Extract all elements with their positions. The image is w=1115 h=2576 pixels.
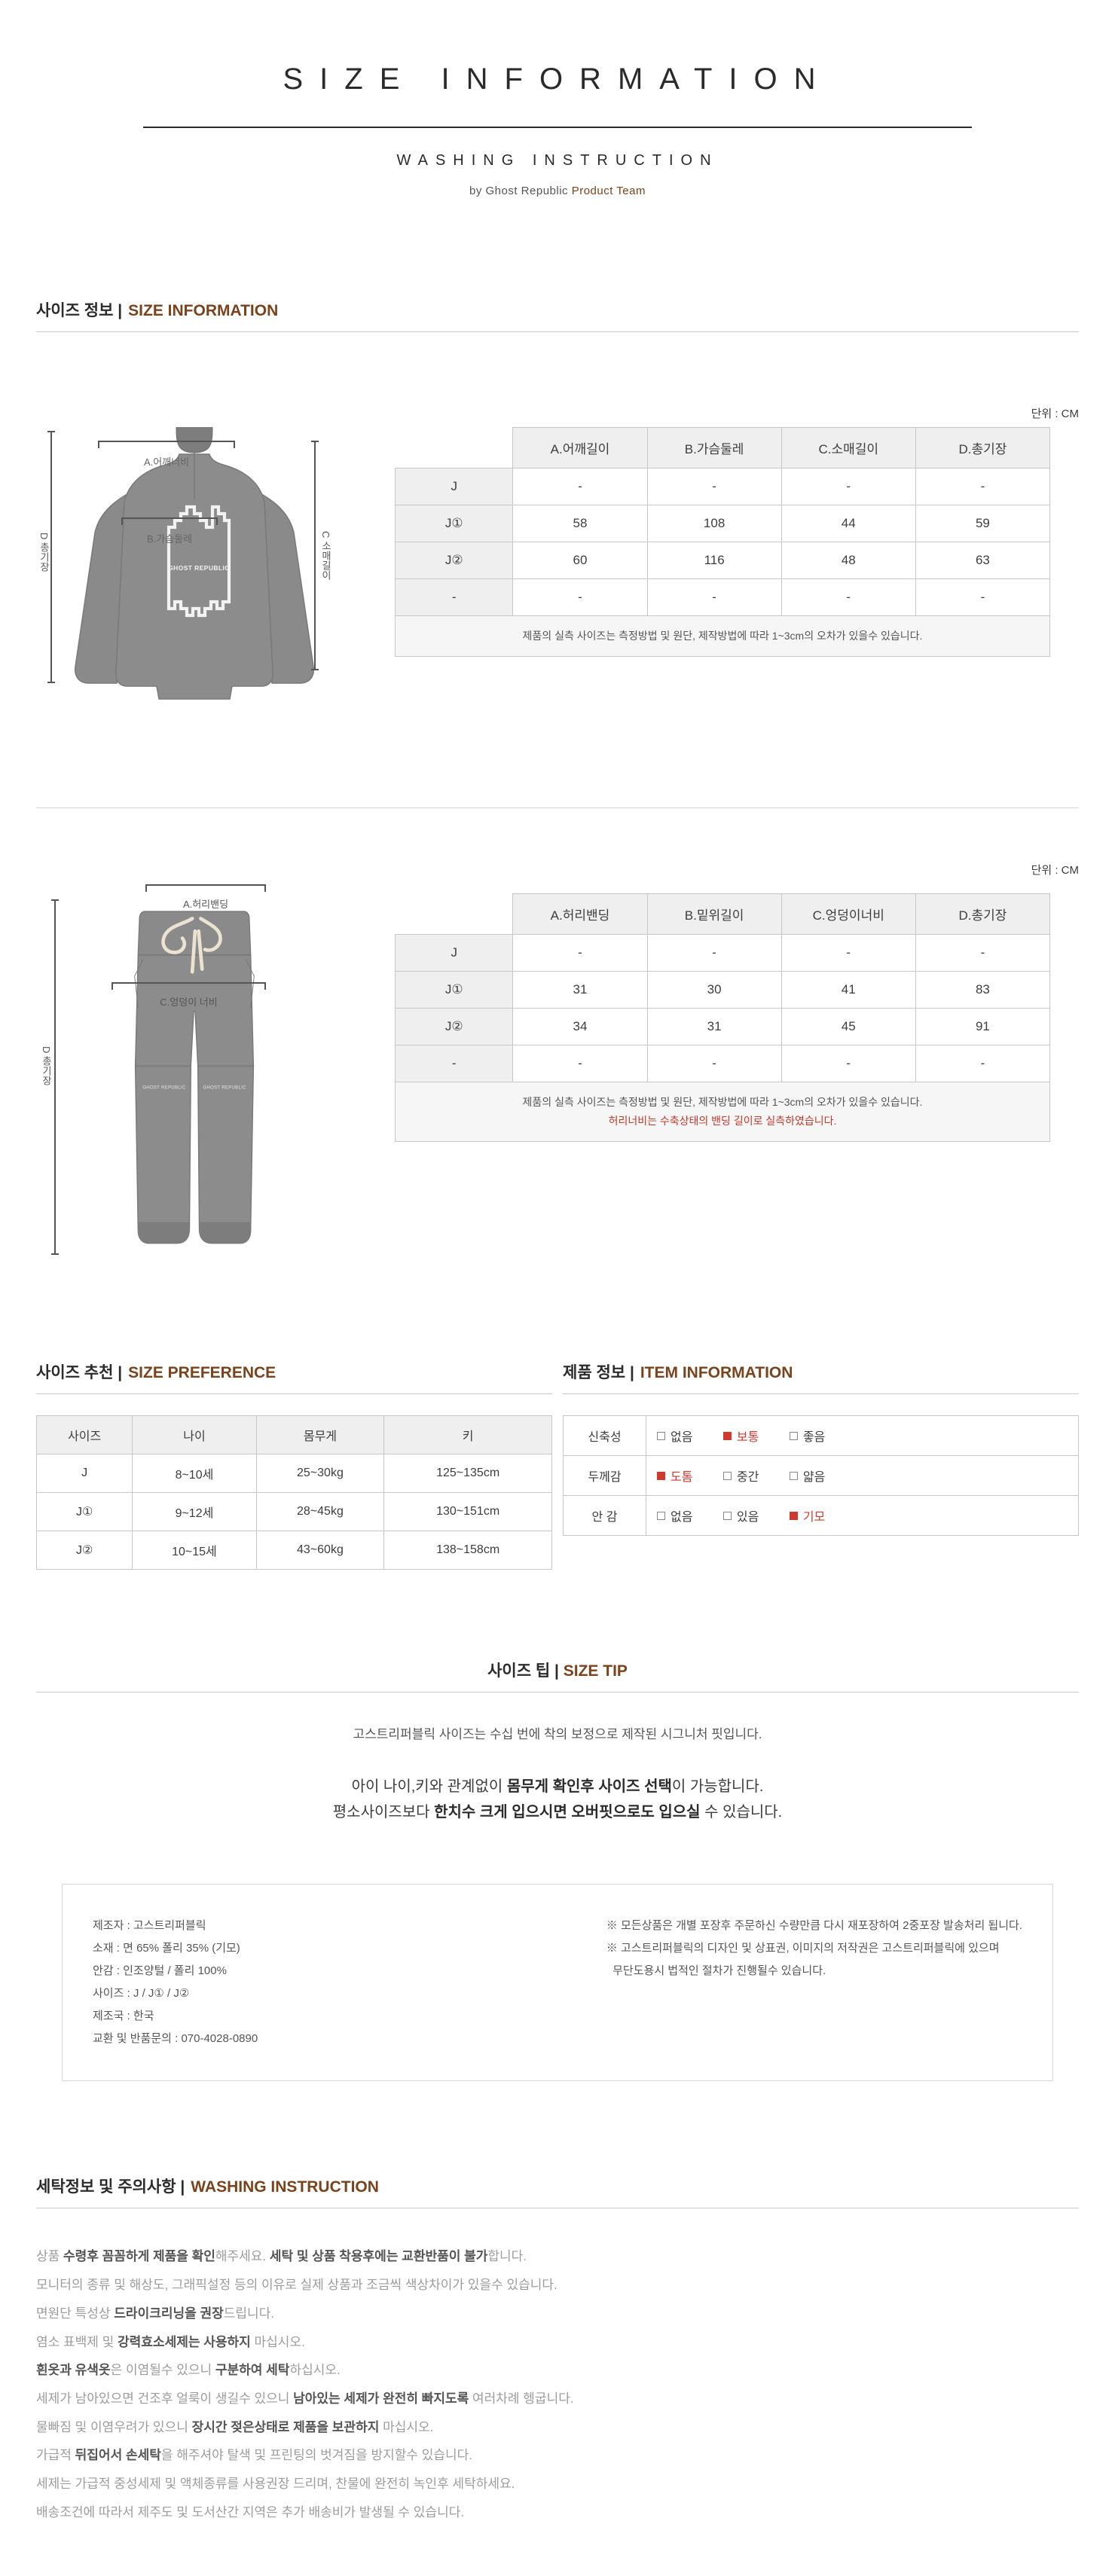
svg-text:GHOST REPUBLIC: GHOST REPUBLIC (142, 1085, 186, 1090)
svg-text:GHOST REPUBLIC: GHOST REPUBLIC (168, 564, 230, 572)
svg-text:GHOST REPUBLIC: GHOST REPUBLIC (203, 1085, 247, 1090)
